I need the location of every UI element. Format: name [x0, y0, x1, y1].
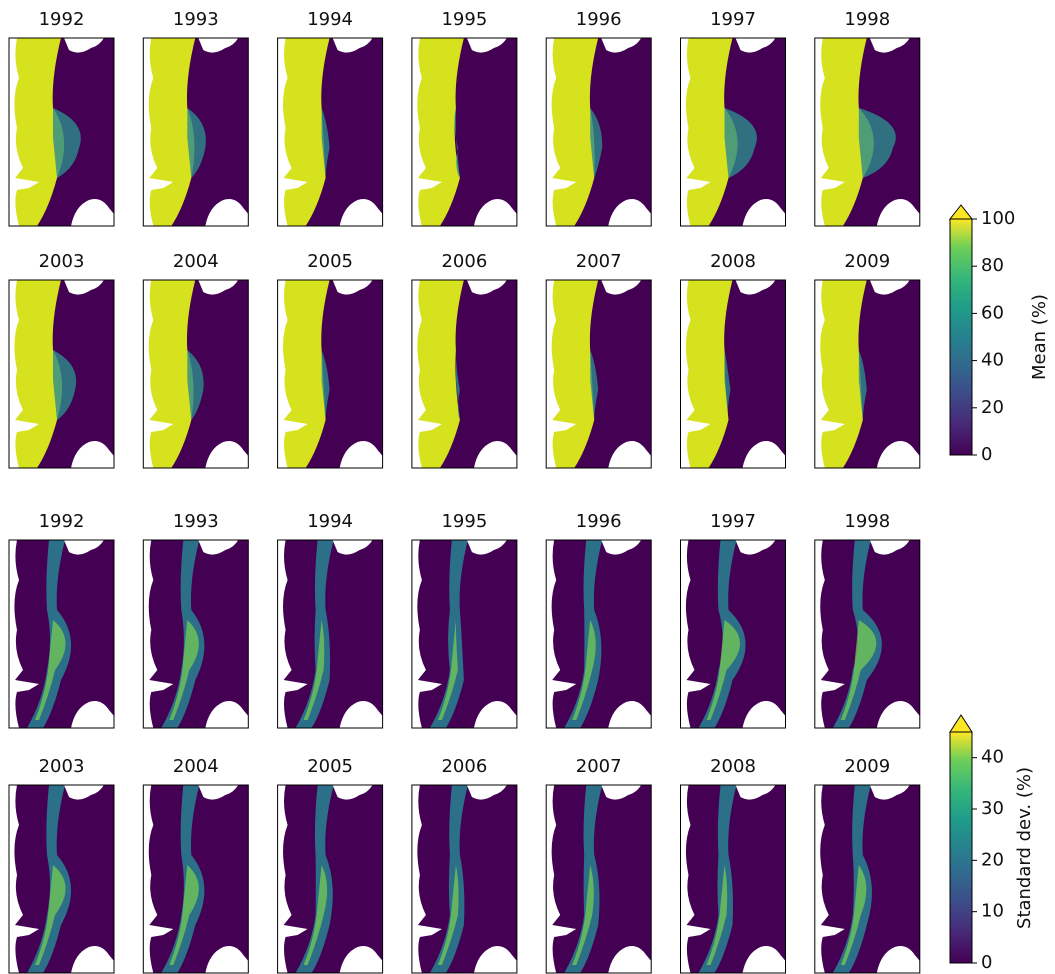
map-panel [278, 540, 383, 728]
colorbar-tick-label: 80 [981, 255, 1004, 276]
panel-title: 2005 [307, 251, 353, 272]
map-panel [681, 785, 786, 973]
colorbar-label: Mean (%) [1029, 294, 1050, 380]
colorbar-tick-label: 60 [981, 302, 1004, 323]
panel-title: 2006 [441, 756, 487, 777]
panel-title: 1992 [39, 511, 85, 532]
map-panel [143, 540, 248, 728]
map-panel [546, 280, 651, 468]
map-panel [9, 785, 114, 973]
map-panel [278, 280, 383, 468]
map-panel [815, 785, 920, 973]
panel-title: 2003 [39, 251, 85, 272]
colorbar-tick-label: 40 [981, 350, 1004, 371]
map-panel [278, 785, 383, 973]
panel-title: 1993 [173, 9, 219, 30]
map-panel [143, 280, 248, 468]
map-panel [681, 540, 786, 728]
colorbar-tick-label: 30 [981, 798, 1004, 819]
panel-title: 1994 [307, 511, 353, 532]
map-panel [9, 38, 114, 226]
ocean [412, 785, 517, 973]
map-panel [278, 38, 383, 226]
ocean [546, 785, 651, 973]
colorbar-tick-label: 10 [981, 901, 1004, 922]
panel-title: 2009 [844, 756, 890, 777]
figure: 1992 1993 1994 1995 1996 1997 1998 2003 2004 2005… [0, 0, 1055, 974]
panel-title: 2007 [576, 251, 622, 272]
panel-title: 1998 [844, 511, 890, 532]
colorbar-tick-label: 100 [981, 208, 1015, 229]
panel-title: 1998 [844, 9, 890, 30]
map-panel [815, 38, 920, 226]
colorbar-label: Standard dev. (%) [1014, 767, 1035, 929]
colorbar-tick-label: 20 [981, 849, 1004, 870]
colorbar-tick-label: 20 [981, 397, 1004, 418]
map-panel [546, 38, 651, 226]
map-panel [681, 38, 786, 226]
colorbar-tick-label: 0 [981, 952, 992, 973]
panel-title: 2006 [441, 251, 487, 272]
map-panel [681, 280, 786, 468]
panel-title: 1996 [576, 9, 622, 30]
panel-title: 1997 [710, 9, 756, 30]
panel-title: 2004 [173, 251, 219, 272]
panel-title: 1995 [441, 511, 487, 532]
panel-title: 2004 [173, 756, 219, 777]
map-panel [143, 785, 248, 973]
colorbar-tick-label: 40 [981, 747, 1004, 768]
panel-title: 1997 [710, 511, 756, 532]
map-panel [143, 38, 248, 226]
colorbar [950, 219, 972, 455]
map-panel [815, 540, 920, 728]
panel-title: 1992 [39, 9, 85, 30]
map-panel [546, 785, 651, 973]
panel-title: 2005 [307, 756, 353, 777]
map-panel [9, 280, 114, 468]
panel-title: 2009 [844, 251, 890, 272]
panel-title: 1995 [441, 9, 487, 30]
map-panel [412, 785, 517, 973]
panel-title: 1993 [173, 511, 219, 532]
panel-title: 2007 [576, 756, 622, 777]
panel-title: 2008 [710, 251, 756, 272]
panel-title: 1996 [576, 511, 622, 532]
ocean [681, 785, 786, 973]
map-panel [9, 540, 114, 728]
panel-title: 2003 [39, 756, 85, 777]
map-panel [815, 280, 920, 468]
map-panel [412, 38, 517, 226]
colorbar [950, 732, 972, 963]
colorbar-extend [950, 205, 972, 219]
ocean [412, 540, 517, 728]
panel-title: 1994 [307, 9, 353, 30]
map-panel [412, 280, 517, 468]
colorbar-extend [950, 715, 972, 732]
map-panel [412, 540, 517, 728]
panel-title: 2008 [710, 756, 756, 777]
colorbar-tick-label: 0 [981, 444, 992, 465]
map-panel [546, 540, 651, 728]
ocean [278, 540, 383, 728]
